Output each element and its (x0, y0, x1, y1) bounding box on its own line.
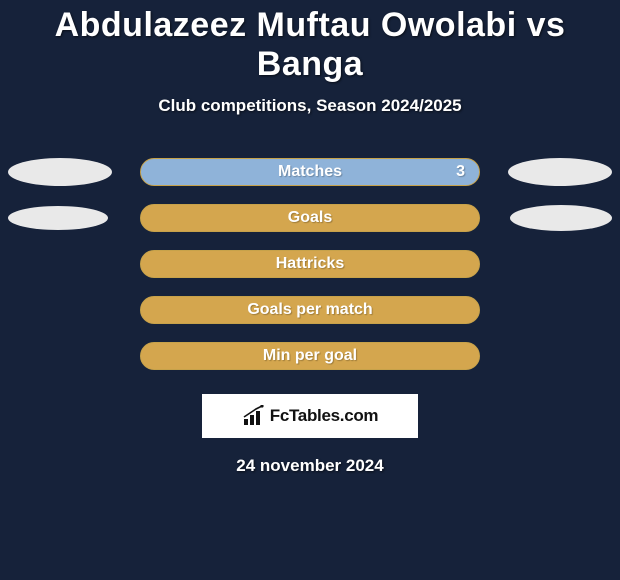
comparison-infographic: Abdulazeez Muftau Owolabi vs Banga Club … (0, 0, 620, 476)
left-ellipse (8, 158, 112, 186)
stat-label: Matches (278, 163, 342, 181)
date-label: 24 november 2024 (236, 456, 383, 476)
stat-row-hattricks: Hattricks (0, 250, 620, 278)
stat-label: Hattricks (276, 255, 344, 273)
stat-row-matches: Matches 3 (0, 158, 620, 186)
stat-value: 3 (456, 163, 465, 181)
stat-bar: Hattricks (140, 250, 480, 278)
subtitle: Club competitions, Season 2024/2025 (158, 96, 461, 116)
stat-bar: Goals per match (140, 296, 480, 324)
bar-chart-icon (242, 405, 266, 427)
stat-bar: Min per goal (140, 342, 480, 370)
stat-label: Min per goal (263, 347, 357, 365)
stat-label: Goals per match (247, 301, 372, 319)
left-ellipse (8, 206, 108, 230)
stat-row-goals: Goals (0, 204, 620, 232)
stat-bar: Matches 3 (140, 158, 480, 186)
stat-bar: Goals (140, 204, 480, 232)
logo-box: FcTables.com (202, 394, 418, 438)
stat-row-min-per-goal: Min per goal (0, 342, 620, 370)
stat-row-goals-per-match: Goals per match (0, 296, 620, 324)
stat-label: Goals (288, 209, 332, 227)
right-ellipse (510, 205, 612, 231)
right-ellipse (508, 158, 612, 186)
logo: FcTables.com (242, 405, 379, 427)
logo-text: FcTables.com (270, 406, 379, 426)
page-title: Abdulazeez Muftau Owolabi vs Banga (0, 6, 620, 84)
stat-rows: Matches 3 Goals Hattricks Goals per matc… (0, 158, 620, 370)
